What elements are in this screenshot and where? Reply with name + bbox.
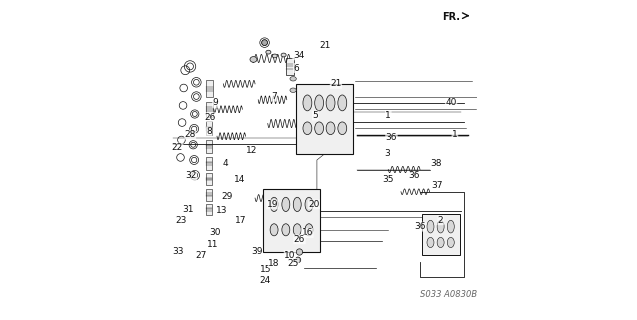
Ellipse shape: [270, 197, 278, 212]
Text: 12: 12: [246, 146, 257, 155]
Circle shape: [194, 79, 199, 85]
Ellipse shape: [293, 197, 301, 212]
Circle shape: [192, 157, 197, 163]
Text: 8: 8: [206, 127, 212, 136]
Ellipse shape: [272, 54, 277, 58]
Text: 36: 36: [386, 133, 397, 142]
Ellipse shape: [338, 95, 347, 111]
Circle shape: [262, 40, 268, 45]
Ellipse shape: [290, 88, 296, 92]
Bar: [206, 102, 213, 117]
Ellipse shape: [315, 95, 324, 111]
Circle shape: [192, 172, 197, 178]
Circle shape: [190, 142, 196, 147]
Text: 23: 23: [176, 216, 187, 225]
Ellipse shape: [266, 50, 271, 54]
Bar: [206, 204, 212, 215]
Ellipse shape: [282, 224, 290, 236]
Text: 32: 32: [185, 172, 197, 180]
Bar: [206, 80, 213, 97]
Text: 22: 22: [172, 143, 183, 152]
Text: 15: 15: [261, 265, 272, 274]
Text: 36: 36: [408, 172, 419, 180]
Text: 26: 26: [294, 235, 305, 244]
Text: 9: 9: [213, 99, 218, 108]
Text: 3: 3: [384, 149, 390, 158]
Text: 27: 27: [196, 251, 207, 260]
Ellipse shape: [447, 237, 454, 248]
Text: 17: 17: [235, 216, 247, 225]
Circle shape: [262, 40, 268, 45]
Circle shape: [192, 126, 197, 132]
Bar: [206, 140, 212, 153]
Ellipse shape: [437, 237, 444, 248]
Bar: [206, 189, 212, 201]
Ellipse shape: [281, 53, 286, 57]
Text: 10: 10: [284, 251, 296, 260]
Ellipse shape: [305, 224, 313, 236]
Circle shape: [296, 249, 303, 255]
Text: 16: 16: [302, 228, 313, 237]
Ellipse shape: [290, 76, 296, 81]
Text: 6: 6: [294, 63, 299, 73]
Bar: [206, 121, 212, 135]
Text: 14: 14: [234, 174, 245, 184]
Text: 30: 30: [210, 228, 221, 237]
Text: 21: 21: [330, 79, 341, 88]
Bar: [206, 156, 212, 170]
Ellipse shape: [326, 122, 335, 135]
Text: 5: 5: [313, 111, 318, 120]
Ellipse shape: [427, 237, 434, 248]
Text: 13: 13: [216, 206, 227, 215]
Text: 37: 37: [432, 181, 443, 190]
Text: 18: 18: [268, 259, 280, 268]
Text: 2: 2: [438, 216, 443, 225]
Text: 36: 36: [414, 222, 426, 231]
Ellipse shape: [427, 220, 434, 233]
Text: 1: 1: [385, 111, 391, 120]
Text: 29: 29: [222, 192, 233, 201]
Text: 33: 33: [173, 247, 184, 257]
Ellipse shape: [303, 122, 312, 135]
Bar: [285, 58, 294, 75]
Ellipse shape: [437, 220, 444, 233]
Circle shape: [187, 63, 194, 70]
Circle shape: [295, 257, 301, 263]
Text: S033 A0830B: S033 A0830B: [420, 290, 477, 299]
Text: 1: 1: [452, 130, 458, 139]
Text: 26: 26: [204, 113, 216, 122]
Bar: [296, 84, 354, 154]
Text: 11: 11: [206, 240, 218, 249]
Bar: [263, 188, 320, 252]
Ellipse shape: [315, 122, 324, 135]
Text: FR.: FR.: [441, 12, 460, 22]
Text: 31: 31: [183, 205, 194, 214]
Ellipse shape: [250, 57, 257, 62]
Text: 35: 35: [383, 174, 394, 184]
Ellipse shape: [305, 197, 313, 212]
Bar: [206, 173, 212, 185]
Circle shape: [192, 112, 197, 116]
Ellipse shape: [293, 224, 301, 236]
Text: 4: 4: [222, 159, 228, 168]
Text: 34: 34: [293, 51, 304, 60]
Ellipse shape: [270, 224, 278, 236]
Ellipse shape: [326, 95, 335, 111]
Text: 38: 38: [430, 159, 441, 168]
Ellipse shape: [282, 197, 290, 212]
Bar: [422, 214, 460, 255]
Ellipse shape: [447, 220, 454, 233]
Circle shape: [194, 94, 199, 100]
Text: 39: 39: [251, 247, 262, 257]
Ellipse shape: [338, 122, 347, 135]
Text: 19: 19: [267, 200, 278, 209]
Text: 28: 28: [184, 130, 196, 139]
Ellipse shape: [303, 95, 312, 111]
Text: 24: 24: [259, 276, 270, 285]
Text: 21: 21: [319, 41, 331, 50]
Text: 20: 20: [308, 200, 319, 209]
Text: 25: 25: [287, 259, 299, 268]
Text: 7: 7: [271, 92, 277, 101]
Text: 40: 40: [445, 99, 457, 108]
